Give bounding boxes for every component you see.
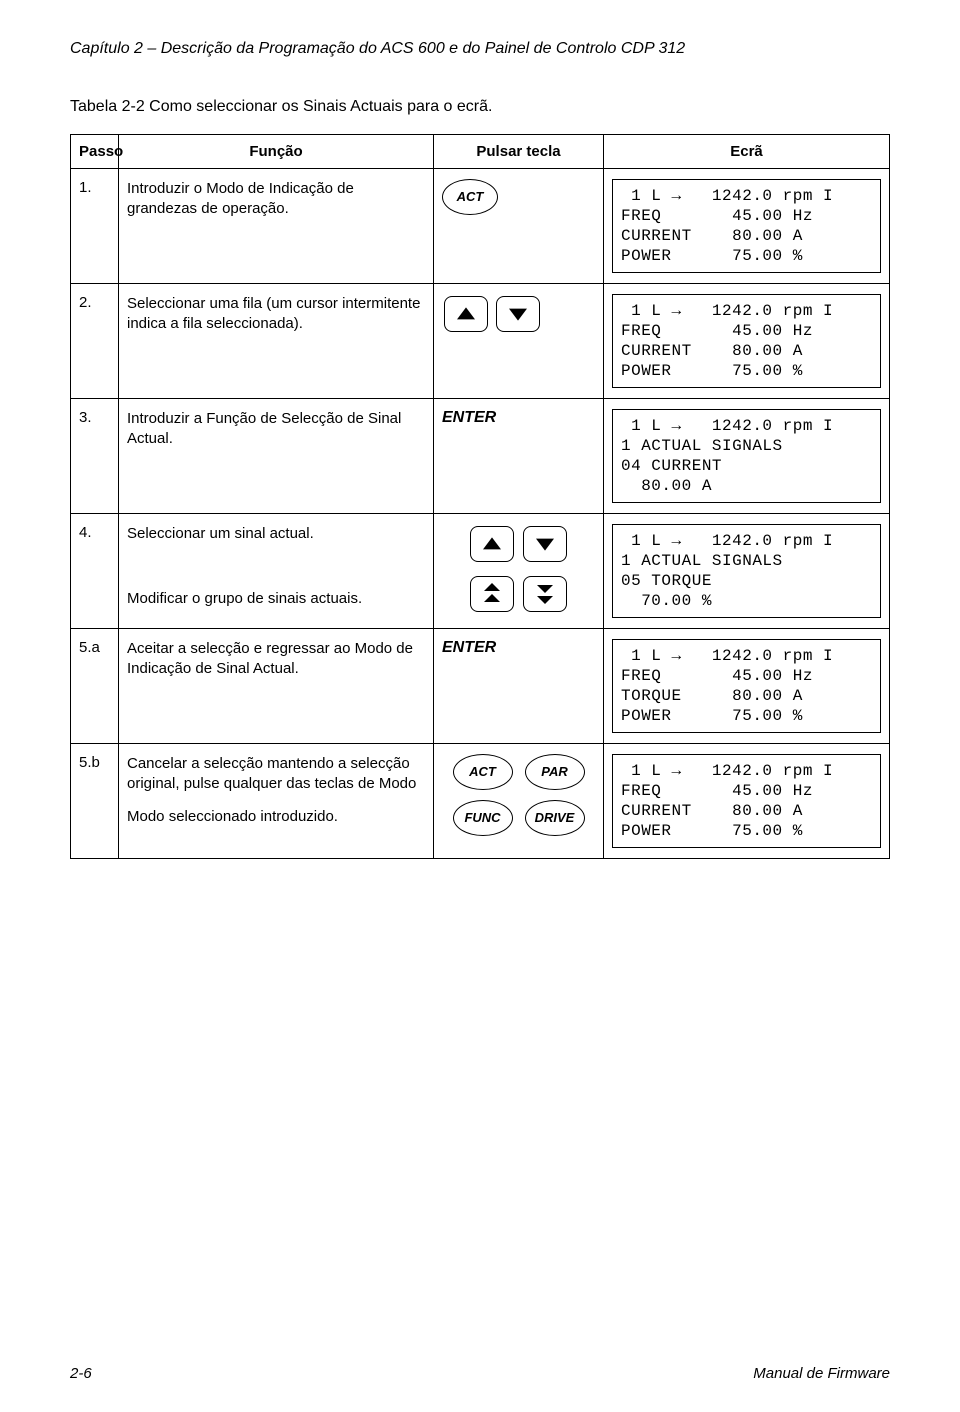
arrow-up-key[interactable] — [470, 526, 514, 562]
step-number: 2. — [71, 284, 119, 399]
page-footer: 2-6 Manual de Firmware — [70, 1365, 890, 1382]
table-row: 4. Seleccionar um sinal actual. Modifica… — [71, 514, 890, 629]
arrow-up-key[interactable] — [444, 296, 488, 332]
step-function: Introduzir o Modo de Indicação de grande… — [119, 169, 434, 284]
enter-key[interactable]: ENTER — [442, 409, 496, 426]
arrow-down-key[interactable] — [523, 526, 567, 562]
drive-key[interactable]: DRIVE — [525, 800, 585, 836]
lcd-display: 1 L → 1242.0 rpm I 1 ACTUAL SIGNALS 04 C… — [612, 409, 881, 503]
step-number: 3. — [71, 399, 119, 514]
table-row: 5.a Aceitar a selecção e regressar ao Mo… — [71, 629, 890, 744]
func-key[interactable]: FUNC — [453, 800, 513, 836]
step-function: Aceitar a selecção e regressar ao Modo d… — [119, 629, 434, 744]
step-function: Seleccionar uma fila (um cursor intermit… — [119, 284, 434, 399]
col-ecra: Ecrã — [604, 135, 890, 169]
table-row: 2. Seleccionar uma fila (um cursor inter… — [71, 284, 890, 399]
enter-key[interactable]: ENTER — [442, 639, 496, 656]
arrow-down-key[interactable] — [496, 296, 540, 332]
step-function: Introduzir a Função de Selecção de Sinal… — [119, 399, 434, 514]
step-number: 5.b — [71, 744, 119, 859]
step-function-secondary: Modo seleccionado introduzido. — [127, 807, 425, 827]
step-function-secondary: Modificar o grupo de sinais actuais. — [127, 589, 425, 609]
lcd-display: 1 L → 1242.0 rpm I FREQ 45.00 Hz CURRENT… — [612, 294, 881, 388]
step-function: Seleccionar um sinal actual. — [127, 524, 425, 544]
table-row: 3. Introduzir a Função de Selecção de Si… — [71, 399, 890, 514]
step-number: 1. — [71, 169, 119, 284]
table-caption: Tabela 2-2 Como seleccionar os Sinais Ac… — [70, 98, 890, 116]
double-arrow-down-key[interactable] — [523, 576, 567, 612]
step-number: 5.a — [71, 629, 119, 744]
steps-table: Passo Função Pulsar tecla Ecrã 1. Introd… — [70, 134, 890, 859]
step-number: 4. — [71, 514, 119, 629]
col-funcao: Função — [119, 135, 434, 169]
page-number: 2-6 — [70, 1365, 92, 1382]
table-row: 1. Introduzir o Modo de Indicação de gra… — [71, 169, 890, 284]
double-arrow-up-key[interactable] — [470, 576, 514, 612]
lcd-display: 1 L → 1242.0 rpm I FREQ 45.00 Hz CURRENT… — [612, 754, 881, 848]
lcd-display: 1 L → 1242.0 rpm I FREQ 45.00 Hz TORQUE … — [612, 639, 881, 733]
lcd-display: 1 L → 1242.0 rpm I FREQ 45.00 Hz CURRENT… — [612, 179, 881, 273]
par-key[interactable]: PAR — [525, 754, 585, 790]
chapter-title: Capítulo 2 – Descrição da Programação do… — [70, 40, 890, 58]
manual-title: Manual de Firmware — [753, 1365, 890, 1382]
act-key[interactable]: ACT — [442, 179, 498, 215]
lcd-display: 1 L → 1242.0 rpm I 1 ACTUAL SIGNALS 05 T… — [612, 524, 881, 618]
step-function: Cancelar a selecção mantendo a selecção … — [127, 754, 425, 795]
act-key[interactable]: ACT — [453, 754, 513, 790]
col-passo: Passo — [71, 135, 119, 169]
table-row: 5.b Cancelar a selecção mantendo a selec… — [71, 744, 890, 859]
col-pulsar: Pulsar tecla — [434, 135, 604, 169]
